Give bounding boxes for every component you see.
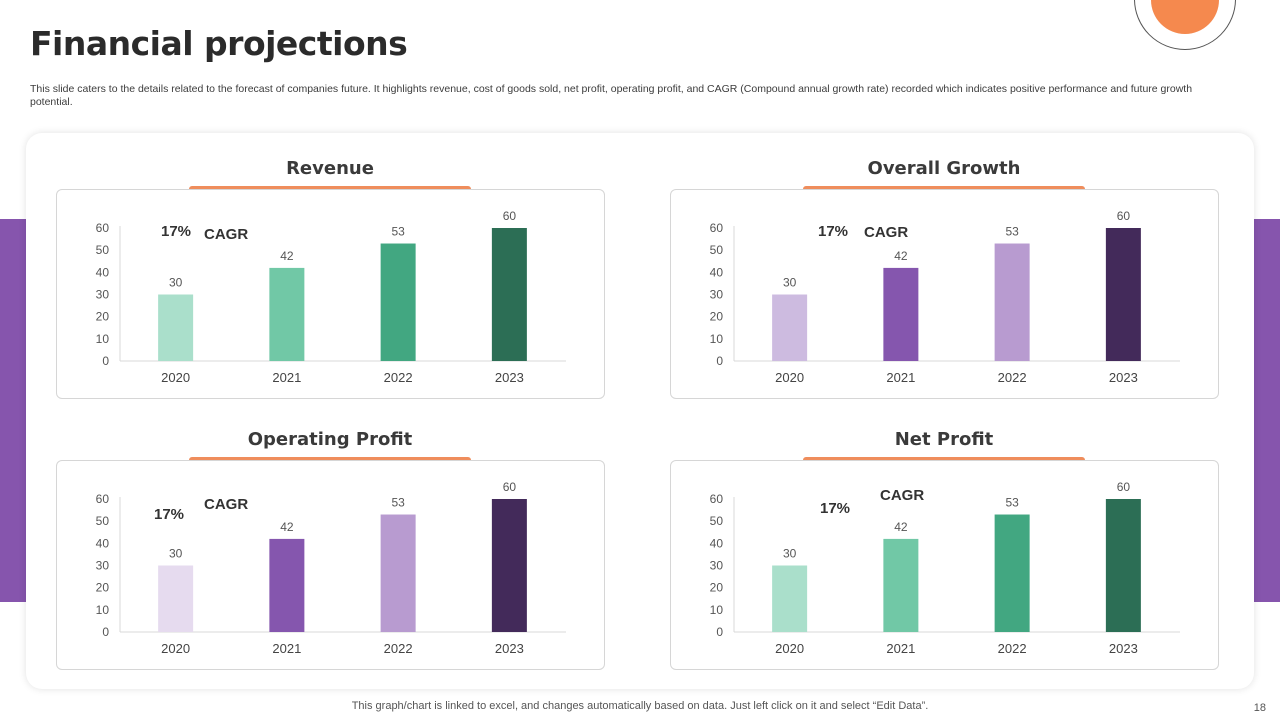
y-tick-label: 40: [96, 536, 110, 550]
bar-value-label: 30: [169, 276, 183, 290]
y-tick-label: 0: [716, 625, 723, 639]
y-tick-label: 40: [710, 536, 724, 550]
y-tick-label: 20: [710, 310, 724, 324]
page-title: Financial projections: [30, 24, 408, 63]
net-profit-chart[interactable]: 0 10 20 30 40 50 60 30 2020 42 2021 53 2022 60 2023 17%…: [670, 460, 1219, 670]
bar-value-label: 53: [391, 496, 405, 510]
cagr-label: CAGR: [204, 496, 248, 513]
x-tick-label: 2021: [886, 641, 915, 656]
cagr-value: 17%: [820, 500, 850, 517]
x-tick-label: 2021: [272, 641, 301, 656]
bar-2020[interactable]: [158, 294, 194, 362]
y-tick-label: 40: [710, 265, 724, 279]
x-tick-label: 2023: [495, 641, 524, 656]
bar-value-label: 30: [169, 547, 183, 561]
y-tick-label: 30: [96, 559, 110, 573]
bar-value-label: 60: [1117, 209, 1131, 223]
x-tick-label: 2023: [1109, 641, 1138, 656]
y-tick-label: 20: [96, 310, 110, 324]
x-tick-label: 2021: [272, 370, 301, 385]
bar-value-label: 53: [391, 225, 405, 239]
cagr-label: CAGR: [204, 226, 248, 243]
y-tick-label: 30: [96, 288, 110, 302]
bar-2021[interactable]: [883, 538, 919, 632]
x-tick-label: 2020: [161, 641, 190, 656]
x-tick-label: 2020: [775, 641, 804, 656]
y-tick-label: 10: [710, 332, 724, 346]
bar-2022[interactable]: [994, 243, 1030, 361]
y-tick-label: 60: [710, 492, 724, 506]
right-accent-bar: [1254, 219, 1280, 602]
revenue-chart[interactable]: 0 10 20 30 40 50 60 30 2020 42 2021 53 2022 60 2023 17%…: [56, 189, 605, 399]
operating-profit-chart-title: Operating Profit: [247, 429, 413, 450]
bar-value-label: 53: [1005, 225, 1019, 239]
bar-value-label: 42: [894, 520, 908, 534]
bar-value-label: 60: [503, 209, 517, 223]
x-tick-label: 2020: [775, 370, 804, 385]
x-tick-label: 2020: [161, 370, 190, 385]
x-tick-label: 2022: [998, 641, 1027, 656]
cagr-value: 17%: [161, 223, 191, 240]
bar-2023[interactable]: [491, 228, 527, 361]
y-tick-label: 60: [710, 221, 724, 235]
bar-2021[interactable]: [269, 267, 305, 361]
y-tick-label: 10: [96, 603, 110, 617]
y-tick-label: 30: [710, 288, 724, 302]
bar-2023[interactable]: [1105, 499, 1141, 632]
operating-profit-chart[interactable]: 0 10 20 30 40 50 60 30 2020 42 2021 53 2022 60 2023 17%…: [56, 460, 605, 670]
bar-value-label: 60: [1117, 480, 1131, 494]
bar-value-label: 42: [280, 520, 294, 534]
x-tick-label: 2022: [384, 641, 413, 656]
left-accent-bar: [0, 219, 26, 602]
bar-2020[interactable]: [772, 294, 808, 362]
net-profit-chart-title: Net Profit: [894, 429, 994, 450]
cagr-label: CAGR: [864, 224, 908, 241]
page-number: 18: [1253, 702, 1266, 714]
bar-value-label: 30: [783, 276, 797, 290]
y-tick-label: 30: [710, 559, 724, 573]
y-tick-label: 60: [96, 221, 110, 235]
cagr-label: CAGR: [880, 487, 924, 504]
bar-2021[interactable]: [269, 538, 305, 632]
x-tick-label: 2022: [998, 370, 1027, 385]
overall-growth-chart[interactable]: 0 10 20 30 40 50 60 30 2020 42 2021 53 2022 60 2023 17%…: [670, 189, 1219, 399]
overall-growth-chart-title: Overall Growth: [867, 158, 1021, 179]
bar-value-label: 42: [280, 249, 294, 263]
bar-value-label: 30: [783, 547, 797, 561]
y-tick-label: 60: [96, 492, 110, 506]
y-tick-label: 20: [96, 581, 110, 595]
page-subtitle: This slide caters to the details related…: [30, 83, 1193, 108]
x-tick-label: 2023: [495, 370, 524, 385]
x-tick-label: 2022: [384, 370, 413, 385]
bar-2023[interactable]: [491, 499, 527, 632]
y-tick-label: 50: [96, 243, 110, 257]
y-tick-label: 50: [710, 514, 724, 528]
y-tick-label: 50: [710, 243, 724, 257]
y-tick-label: 0: [102, 625, 109, 639]
bar-2021[interactable]: [883, 267, 919, 361]
bar-2022[interactable]: [380, 514, 416, 632]
y-tick-label: 20: [710, 581, 724, 595]
y-tick-label: 0: [102, 354, 109, 368]
footer-note: This graph/chart is linked to excel, and…: [351, 700, 929, 712]
x-tick-label: 2023: [1109, 370, 1138, 385]
bar-2022[interactable]: [994, 514, 1030, 632]
y-tick-label: 40: [96, 265, 110, 279]
bar-value-label: 53: [1005, 496, 1019, 510]
y-tick-label: 10: [96, 332, 110, 346]
y-tick-label: 50: [96, 514, 110, 528]
cagr-value: 17%: [818, 223, 848, 240]
bar-value-label: 60: [503, 480, 517, 494]
bar-2020[interactable]: [158, 565, 194, 633]
bar-2022[interactable]: [380, 243, 416, 361]
revenue-chart-title: Revenue: [286, 158, 374, 179]
bar-2023[interactable]: [1105, 228, 1141, 361]
y-tick-label: 0: [716, 354, 723, 368]
bar-value-label: 42: [894, 249, 908, 263]
y-tick-label: 10: [710, 603, 724, 617]
x-tick-label: 2021: [886, 370, 915, 385]
cagr-value: 17%: [154, 506, 184, 523]
bar-2020[interactable]: [772, 565, 808, 633]
